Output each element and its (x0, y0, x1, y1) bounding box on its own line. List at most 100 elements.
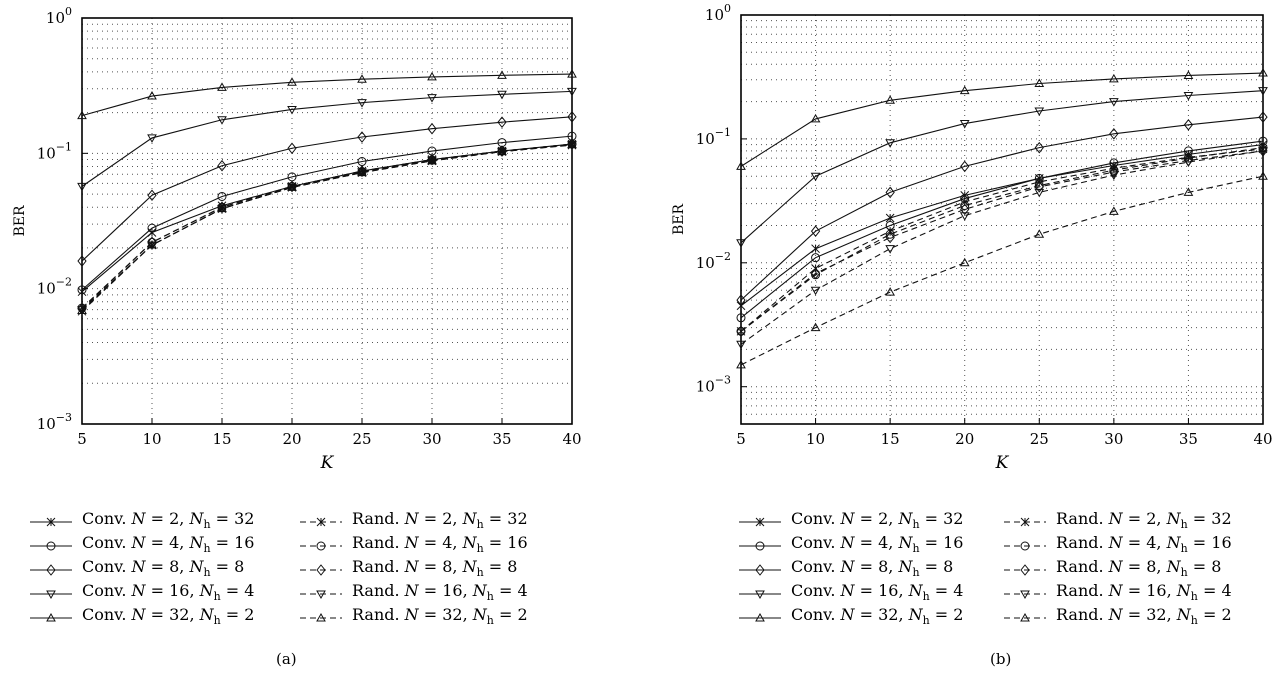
legend-sample-x-icon (1004, 517, 1046, 527)
data-point (287, 142, 297, 155)
series-line (740, 72, 1264, 167)
data-point (736, 161, 746, 170)
legend-entry: Rand. N = 32, Nh = 2 (298, 604, 528, 630)
series-conv-5 (77, 69, 577, 120)
series-line (740, 150, 1264, 332)
legend-a: Conv. N = 2, Nh = 32 Conv. N = 4, Nh = 16… (28, 508, 588, 634)
legend-entry: Rand. N = 16, Nh = 4 (298, 580, 528, 606)
legend-entry: Rand. N = 8, Nh = 8 (298, 557, 528, 582)
x-tick-label: 40 (562, 430, 581, 448)
data-point (885, 245, 896, 254)
legend-marker (755, 517, 765, 527)
data-point (1183, 118, 1194, 131)
data-point (1258, 111, 1268, 123)
data-point (77, 110, 87, 120)
data-point (960, 160, 970, 173)
data-point (959, 85, 970, 95)
series-rand-4 (736, 147, 1268, 350)
series-line (740, 175, 1264, 366)
legend-marker (1020, 590, 1030, 600)
legend-marker (46, 564, 56, 576)
plot-frame (81, 17, 573, 425)
data-point (960, 203, 970, 216)
data-point (810, 322, 821, 332)
series-line (740, 148, 1264, 332)
legend-label: Conv. N = 2, Nh = 32 (82, 508, 255, 532)
legend-sample-triangle-down-icon (739, 590, 781, 600)
chart-b: 5 10 15 20 25 30 35 40 10−3 10−2 10−1 100 K BER (671, 2, 1273, 473)
legend-marker (1020, 564, 1030, 576)
data-point (1108, 98, 1119, 107)
x-tick-label: 25 (1030, 430, 1049, 448)
data-point (217, 116, 227, 125)
data-point (1183, 158, 1194, 168)
legend-entry: Conv. N = 32, Nh = 2 (737, 604, 964, 630)
x-axis-label: K (995, 453, 1010, 473)
legend-marker (755, 612, 765, 622)
data-point (567, 69, 577, 78)
series-rand-3 (77, 138, 577, 315)
data-point (885, 287, 896, 296)
data-point (1108, 73, 1119, 83)
series-rand-2 (77, 139, 577, 313)
legend-entry: Rand. N = 2, Nh = 32 (298, 509, 528, 534)
data-point (1034, 181, 1044, 193)
data-point (1108, 171, 1119, 181)
series-line (81, 144, 573, 311)
legend-entry: Rand. N = 16, Nh = 4 (1002, 581, 1232, 606)
legend-sample-triangle-up-icon (30, 612, 72, 622)
x-tick-label: 30 (1104, 430, 1123, 448)
series-line (81, 73, 573, 117)
data-point (217, 82, 227, 91)
series-conv-4 (736, 87, 1268, 248)
x-tick-label: 35 (1179, 430, 1198, 448)
legend-label: Rand. N = 16, Nh = 4 (352, 580, 528, 604)
legend-marker (316, 517, 326, 527)
x-tick-label: 10 (806, 430, 825, 448)
series-rand-2 (736, 143, 1268, 336)
data-point (1258, 171, 1268, 180)
y-tick-label: 10−2 (37, 276, 72, 298)
y-tick-label: 10−2 (696, 250, 731, 272)
data-point (217, 191, 227, 201)
series-conv-4 (77, 87, 577, 192)
data-point (885, 139, 896, 148)
data-point (1183, 187, 1194, 196)
data-point (567, 87, 577, 97)
legend-marker (316, 590, 326, 600)
data-point (810, 113, 821, 123)
grid (741, 15, 1263, 424)
data-point (77, 182, 87, 192)
data-point (217, 203, 227, 213)
x-tick-label: 10 (142, 430, 161, 448)
legend-entry: Conv. N = 4, Nh = 16 (737, 533, 963, 558)
legend-marker (755, 590, 765, 600)
legend-entry: Rand. N = 4, Nh = 16 (298, 533, 528, 558)
legend-marker (1020, 517, 1030, 527)
legend-column: Conv. N = 2, Nh = 32 Conv. N = 4, Nh = 16… (737, 509, 964, 630)
data-point (1183, 92, 1194, 101)
legend-entry: Rand. N = 4, Nh = 16 (1002, 533, 1232, 558)
data-point (1034, 188, 1045, 198)
legend-label: Conv. N = 32, Nh = 2 (791, 604, 964, 628)
series-line (740, 144, 1264, 307)
legend-sample-circle-icon (30, 541, 72, 551)
data-point (885, 231, 895, 244)
x-tick-label: 40 (1253, 430, 1272, 448)
data-point (1034, 78, 1045, 87)
data-point (1183, 153, 1193, 163)
legend-sample-circle-icon (739, 541, 781, 551)
series-rand-5 (77, 139, 577, 314)
data-point (736, 239, 746, 248)
data-point (1258, 87, 1268, 96)
legend-marker (46, 590, 56, 600)
legend-b: Conv. N = 2, Nh = 32 Conv. N = 4, Nh = 16… (737, 509, 1277, 634)
legend-label: Conv. N = 16, Nh = 4 (82, 580, 255, 604)
legend-sample-triangle-down-icon (30, 590, 72, 600)
legend-entry: Rand. N = 2, Nh = 32 (1002, 509, 1232, 534)
data-point (357, 131, 367, 143)
legend-label: Rand. N = 32, Nh = 2 (352, 604, 528, 628)
legend-marker (46, 612, 56, 622)
data-point (1034, 141, 1044, 154)
